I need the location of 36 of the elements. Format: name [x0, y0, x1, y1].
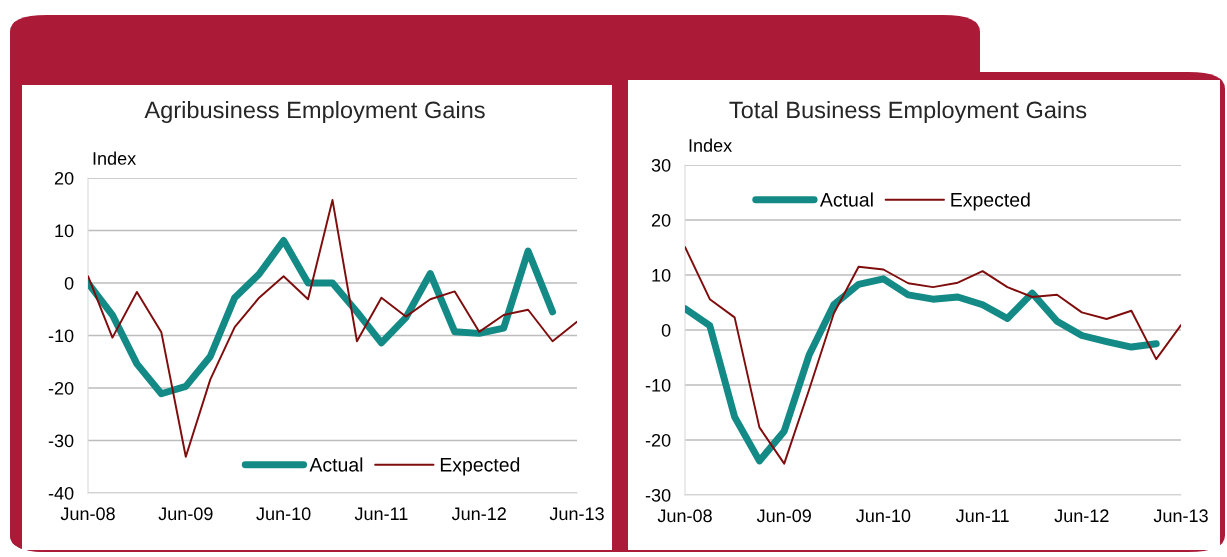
legend-label: Expected [951, 192, 1030, 211]
x-tick-label: Jun-12 [1054, 509, 1109, 523]
y-axis-title: Index [93, 151, 136, 165]
legend-label: Expected [440, 457, 520, 476]
y-tick-label: -20 [645, 433, 671, 447]
y-tick-label: -40 [48, 486, 74, 500]
y-tick-label: 20 [54, 171, 74, 185]
x-tick-label: Jun-08 [60, 507, 115, 521]
y-tick-label: 20 [651, 213, 671, 227]
x-tick-label: Jun-11 [955, 509, 1009, 523]
x-tick-label: Jun-13 [1153, 509, 1208, 523]
x-tick-label: Jun-08 [657, 509, 712, 523]
y-axis-title: Index [689, 138, 732, 152]
chart-title: Agribusiness Employment Gains [144, 101, 485, 123]
x-tick-label: Jun-09 [756, 509, 811, 523]
y-tick-label: 10 [652, 268, 671, 282]
y-tick-label: 0 [661, 323, 671, 337]
y-tick-label: -30 [645, 488, 671, 502]
y-tick-label: -20 [48, 381, 74, 395]
x-tick-label: Jun-13 [549, 507, 604, 521]
x-tick-label: Jun-10 [256, 507, 311, 521]
x-tick-label: Jun-10 [856, 509, 911, 523]
line-series [685, 245, 1181, 465]
x-tick-label: Jun-12 [451, 507, 506, 521]
legend-label: Actual [819, 192, 873, 207]
x-tick-label: Jun-11 [354, 507, 408, 521]
y-tick-label: 0 [64, 276, 74, 290]
y-tick-label: 10 [55, 224, 74, 238]
y-tick-label: -30 [48, 434, 74, 448]
legend-label: Actual [309, 457, 363, 472]
chart-title: Total Business Employment Gains [729, 101, 1087, 123]
line-series [88, 199, 577, 458]
x-tick-label: Jun-09 [158, 507, 213, 521]
y-tick-label: -10 [645, 378, 671, 392]
y-tick-label: 30 [651, 158, 671, 172]
y-tick-label: -10 [48, 329, 74, 343]
